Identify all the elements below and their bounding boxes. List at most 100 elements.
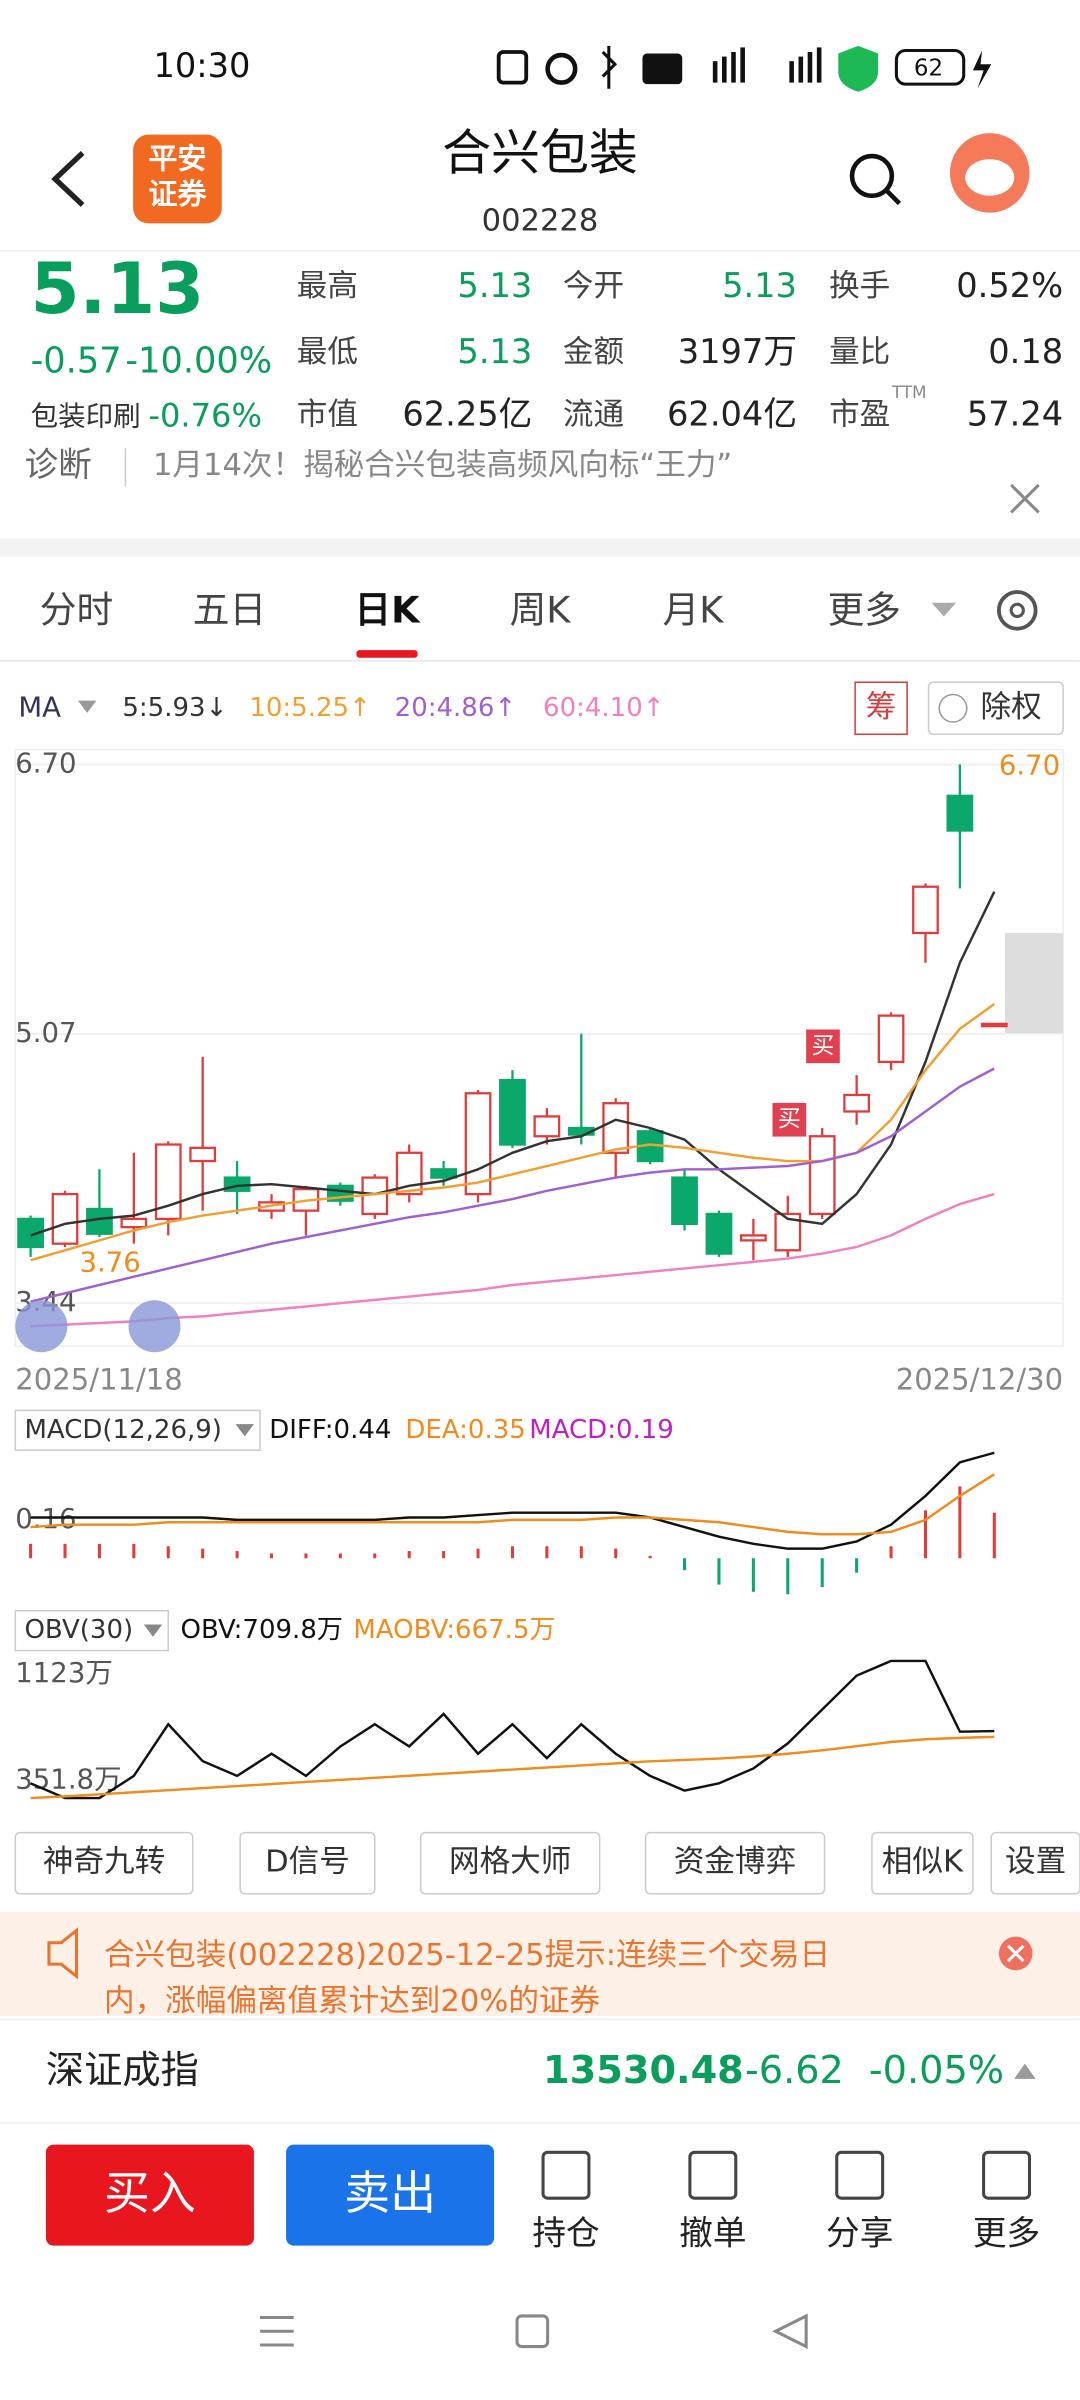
indicator-line [30,1192,995,1328]
macd-selector[interactable] [14,1409,261,1451]
action-label: 撤单 [679,2213,746,2252]
period-tab[interactable]: 更多 [828,588,901,631]
stat-value: 57.24 [967,395,1063,434]
notice-bar [0,1912,1080,2017]
close-notice[interactable] [998,1936,1033,1971]
candle-body [464,1092,492,1196]
close-news[interactable] [1010,483,1040,514]
tool-label: 资金博弈 [674,1845,796,1880]
buy-signal-label: 买 [812,1033,835,1059]
status-icons [496,45,992,92]
ma-label[interactable]: MA [18,691,61,723]
stat-label: 最高 [297,269,358,304]
low-label: 3.76 [80,1247,141,1279]
candle-body [705,1212,733,1255]
action-label: 分享 [826,2213,893,2252]
legend-entry: 20:4.86↑ [395,693,517,723]
candle-body [120,1217,148,1229]
logo-text: 平安 [148,142,206,176]
news-text[interactable]: 1月14次！揭秘合兴包装高频风向标“王力” [153,448,732,483]
legend-entry: DEA:0.35 [405,1415,525,1445]
period-tab[interactable]: 日K [354,588,421,631]
dropdown-icon [235,1424,254,1437]
tool-button[interactable] [14,1831,194,1895]
adjust-label: 除权 [981,690,1042,725]
candle-body [189,1146,217,1163]
info-icon [938,693,968,723]
stock-name: 合兴包装 [442,125,638,182]
stat-value: 0.52% [956,266,1063,305]
y-tick-label: 6.70 [15,747,76,779]
stat-label: 市值 [297,398,358,433]
stat-value: 3197万 [678,332,797,371]
indicator-line [30,1473,995,1536]
candle-body [739,1234,767,1242]
tool-button[interactable] [871,1831,974,1895]
logo-text: 证券 [148,177,207,211]
high-label: 6.70 [999,749,1060,781]
stat-label: 市盈 [829,398,890,433]
ttm-tag: TTM [891,382,927,402]
period-tab[interactable]: 周K [510,588,572,631]
buy-signal-label: 买 [778,1106,801,1132]
indicator-line [30,1735,995,1800]
back-button[interactable] [51,151,85,207]
notice-text[interactable]: 内，涨幅偏离值累计达到20%的证券 [104,1984,600,2019]
separator [0,538,1080,557]
chips-button[interactable] [854,681,908,736]
plots: 6.705.073.445:5.93↓10:5.25↑20:4.86↑60:4.… [15,693,1064,1800]
obv-selector[interactable] [14,1610,170,1652]
period-tab[interactable]: 月K [663,588,725,631]
tool-button[interactable] [644,1831,826,1895]
candle-body [671,1176,698,1225]
candle-body [430,1168,457,1179]
action-icon[interactable] [688,2150,738,2200]
dropdown-icon [931,602,957,617]
stat-value: 62.04亿 [667,395,797,434]
stat-label: 流通 [563,398,624,433]
period-tab[interactable]: 五日 [193,588,266,631]
candle-body [877,1014,905,1064]
action-icon[interactable] [835,2150,885,2200]
sector-name: 包装印刷 [31,401,141,433]
period-tab[interactable]: 分时 [40,588,113,631]
tool-label: 网格大师 [449,1845,571,1880]
assistant-avatar[interactable] [949,133,1030,213]
legend-entry: MACD:0.19 [529,1415,674,1445]
buy-button[interactable] [45,2144,254,2246]
tool-button[interactable] [419,1831,601,1895]
stat-value: 0.18 [988,332,1063,371]
settings-button[interactable] [996,590,1038,631]
expand-icon[interactable] [1014,2063,1036,2079]
notice-text[interactable]: 合兴包装(002228)2025-12-25提示:连续三个交易日 [104,1938,830,1973]
x-tick-label: 2025/12/30 [896,1362,1063,1396]
candle-body [51,1192,79,1245]
chart-overlay-buttons[interactable] [15,1300,181,1353]
price-change-pct: -10.00% [125,341,272,382]
legend-entry: MAOBV:667.5万 [353,1615,555,1645]
action-icon[interactable] [982,2150,1032,2200]
legend-entry: DIFF:0.44 [269,1415,391,1445]
buy-signal [806,1029,840,1064]
legend-entry: 5:5.93↓ [122,693,227,723]
macd-title: MACD(12,26,9) [24,1415,221,1445]
tool-label: 设置 [1005,1845,1066,1880]
y-tick-label: 0.16 [15,1503,76,1535]
action-icon[interactable] [541,2150,591,2200]
stat-value: 5.13 [457,332,532,371]
stock-code: 002228 [482,203,599,238]
legend-entry: 60:4.10↑ [543,693,665,723]
sell-button[interactable] [286,2144,495,2246]
tool-label: 相似K [882,1845,964,1880]
candle-body [912,885,939,935]
tool-button[interactable] [239,1831,376,1895]
tool-label: 神奇九转 [43,1845,165,1880]
tool-row: 神奇九转 D信号 网格大师 资金博弈 相似K 设置 [14,1831,1080,1895]
stat-label: 量比 [829,335,890,370]
adjust-button[interactable] [927,681,1064,736]
x-tick-label: 2025/11/18 [15,1362,182,1396]
battery-level: 62 [914,55,943,81]
search-button[interactable] [849,153,902,206]
buy-label: 买入 [104,2166,196,2220]
